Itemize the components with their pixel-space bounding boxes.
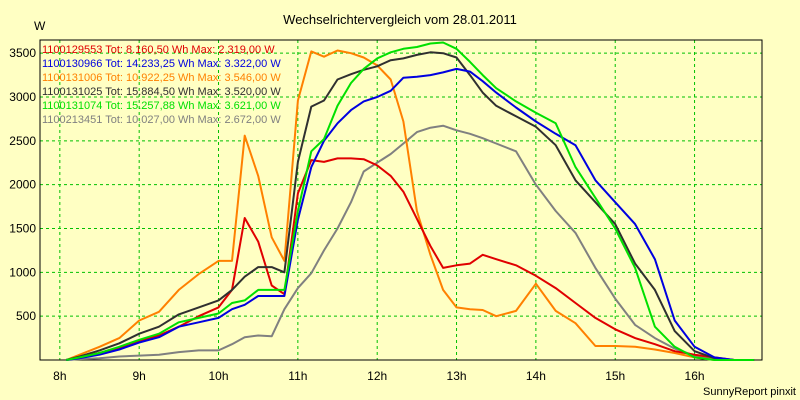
y-tick-label: 1500	[9, 221, 36, 235]
chart-title: Wechselrichtervergleich vom 28.01.2011	[283, 12, 517, 27]
y-tick-label: 2500	[9, 134, 36, 148]
y-tick-label: 2000	[9, 178, 36, 192]
y-tick-label: 500	[16, 309, 36, 323]
footer-credit: SunnyReport pinxit	[703, 386, 796, 398]
x-tick-label: 10h	[209, 369, 229, 383]
plot-frame	[39, 39, 763, 361]
legend-entry-1100129553: 1100129553 Tot: 8.160,50 Wh Max: 2.319,0…	[42, 44, 275, 56]
series-line-1100131025	[65, 51, 755, 361]
series-line-1100131074	[66, 41, 755, 361]
y-tick-label: 3500	[9, 46, 36, 60]
series-line-1100130966	[66, 67, 755, 361]
y-tick-label: 3000	[9, 90, 36, 104]
x-tick-label: 11h	[288, 369, 307, 383]
legend-entry-1100131074: 1100131074 Tot: 15.257,88 Wh Max: 3.621,…	[42, 100, 281, 112]
legend-entry-1100130966: 1100130966 Tot: 14.233,25 Wh Max: 3.322,…	[42, 58, 281, 70]
y-tick-label: 1000	[9, 265, 36, 279]
series-line-1100213451	[66, 124, 755, 361]
series-line-1100131006	[65, 49, 755, 361]
y-axis-label: W	[34, 19, 46, 33]
x-tick-label: 15h	[605, 369, 625, 383]
x-tick-label: 16h	[685, 369, 705, 383]
x-tick-label: 9h	[132, 369, 145, 383]
legend-entry-1100131006: 1100131006 Tot: 10.922,25 Wh Max: 3.546,…	[42, 72, 281, 84]
x-tick-label: 14h	[526, 369, 546, 383]
series-line-1100129553	[66, 157, 755, 361]
x-tick-label: 12h	[367, 369, 387, 383]
x-tick-label: 13h	[447, 369, 467, 383]
x-tick-label: 8h	[53, 369, 66, 383]
legend-entry-1100131025: 1100131025 Tot: 15.884,50 Wh Max: 3.520,…	[42, 86, 281, 98]
legend-entry-1100213451: 1100213451 Tot: 10.027,00 Wh Max: 2.672,…	[42, 114, 281, 126]
